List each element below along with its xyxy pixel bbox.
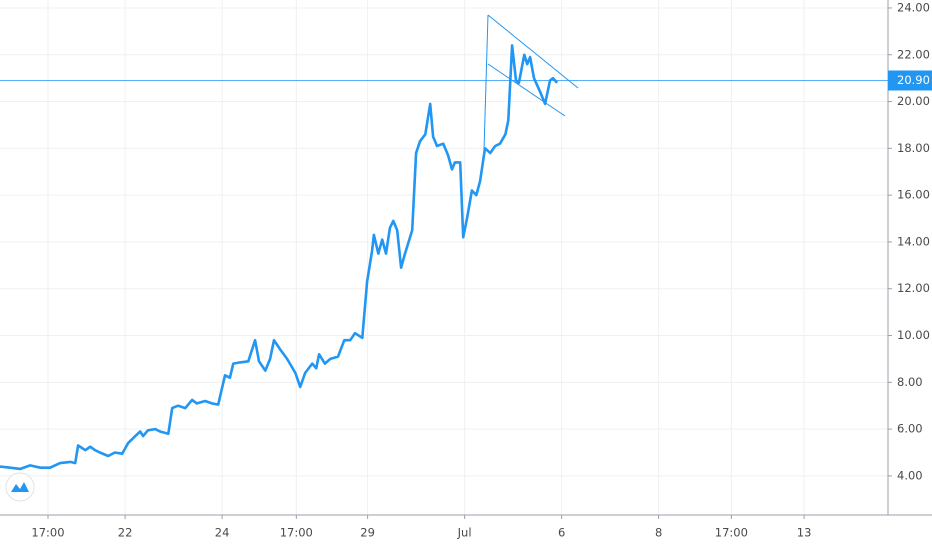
trend-line bbox=[487, 63, 566, 117]
trend-line bbox=[487, 14, 579, 89]
y-tick-label: 12.00 bbox=[897, 281, 930, 295]
x-tick-label: 17:00 bbox=[31, 526, 64, 540]
y-tick-label: 4.00 bbox=[897, 468, 923, 482]
y-tick-label: 16.00 bbox=[897, 188, 930, 202]
logo bbox=[5, 472, 35, 502]
y-tick-label: 20.00 bbox=[897, 94, 930, 108]
x-tick-label: 22 bbox=[118, 526, 133, 540]
grid bbox=[0, 0, 888, 515]
y-tick-label: 24.00 bbox=[897, 0, 930, 14]
y-tick-label: 6.00 bbox=[897, 422, 923, 436]
y-tick-label: 18.00 bbox=[897, 141, 930, 155]
flag-drawing bbox=[483, 14, 579, 151]
y-tick-label: 8.00 bbox=[897, 375, 923, 389]
price-line bbox=[0, 44, 559, 471]
x-tick-label: 6 bbox=[558, 526, 565, 540]
last-price-box bbox=[888, 70, 932, 91]
x-tick-label: 24 bbox=[215, 526, 230, 540]
x-tick-label: 29 bbox=[360, 526, 375, 540]
y-tick-label: 14.00 bbox=[897, 234, 930, 248]
x-tick-label: 8 bbox=[655, 526, 662, 540]
logo-icon bbox=[11, 482, 29, 492]
x-tick-label: 17:00 bbox=[715, 526, 748, 540]
x-tick-label: 13 bbox=[797, 526, 812, 540]
logo-circle bbox=[5, 472, 35, 502]
x-tick-label: Jul bbox=[457, 526, 472, 540]
y-tick-label: 22.00 bbox=[897, 47, 930, 61]
last-price-label: 20.90 bbox=[897, 73, 930, 87]
trend-line bbox=[483, 14, 489, 151]
y-tick-label: 10.00 bbox=[897, 328, 930, 342]
x-tick-label: 17:00 bbox=[280, 526, 313, 540]
